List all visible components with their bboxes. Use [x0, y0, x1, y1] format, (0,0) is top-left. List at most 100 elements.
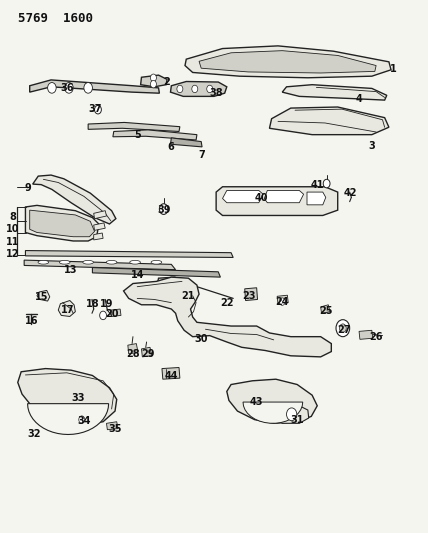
Polygon shape: [199, 51, 376, 73]
Polygon shape: [78, 415, 92, 423]
Polygon shape: [30, 80, 159, 93]
Text: 23: 23: [243, 290, 256, 301]
Text: 13: 13: [64, 265, 78, 274]
Circle shape: [207, 85, 213, 93]
Text: 7: 7: [199, 150, 205, 160]
Polygon shape: [282, 85, 387, 100]
Polygon shape: [27, 403, 109, 434]
Circle shape: [79, 416, 85, 423]
Polygon shape: [243, 402, 303, 423]
Circle shape: [336, 320, 350, 337]
Text: 9: 9: [24, 183, 31, 193]
Text: 29: 29: [141, 349, 155, 359]
Polygon shape: [94, 211, 107, 219]
Text: 1: 1: [390, 64, 397, 74]
Polygon shape: [94, 223, 105, 230]
Text: 36: 36: [60, 83, 74, 93]
Circle shape: [323, 179, 330, 188]
Polygon shape: [18, 368, 117, 425]
Polygon shape: [142, 348, 152, 357]
Polygon shape: [25, 205, 99, 241]
Text: 34: 34: [77, 416, 91, 426]
Polygon shape: [94, 233, 103, 240]
Polygon shape: [275, 403, 309, 423]
Text: 33: 33: [71, 393, 85, 403]
Circle shape: [159, 204, 168, 214]
Text: 27: 27: [337, 325, 351, 335]
Polygon shape: [124, 277, 331, 357]
Circle shape: [339, 324, 346, 333]
Text: 43: 43: [250, 397, 263, 407]
Text: 26: 26: [369, 332, 383, 342]
Text: 40: 40: [254, 193, 268, 204]
Text: 18: 18: [86, 298, 99, 309]
Polygon shape: [24, 260, 175, 270]
Polygon shape: [162, 368, 180, 379]
Text: 2: 2: [163, 77, 169, 87]
Polygon shape: [30, 210, 95, 237]
Polygon shape: [141, 75, 167, 87]
Text: 16: 16: [25, 316, 38, 326]
Polygon shape: [92, 268, 220, 277]
Text: 37: 37: [89, 104, 102, 114]
Polygon shape: [307, 192, 326, 205]
Text: 22: 22: [220, 297, 234, 308]
Text: 35: 35: [108, 424, 122, 434]
Text: 5769  1600: 5769 1600: [18, 12, 93, 26]
Polygon shape: [162, 281, 186, 303]
Polygon shape: [245, 288, 258, 301]
Polygon shape: [227, 379, 317, 423]
Ellipse shape: [106, 261, 117, 264]
Text: 30: 30: [194, 334, 208, 344]
Polygon shape: [216, 187, 338, 215]
Circle shape: [84, 83, 92, 93]
Text: 31: 31: [291, 415, 304, 425]
Polygon shape: [170, 82, 227, 96]
Text: 44: 44: [165, 371, 178, 381]
Text: 32: 32: [27, 429, 41, 439]
Polygon shape: [170, 138, 202, 147]
Polygon shape: [33, 175, 116, 224]
Polygon shape: [88, 123, 180, 132]
Polygon shape: [223, 190, 263, 203]
Text: 3: 3: [369, 141, 375, 151]
Text: 8: 8: [9, 212, 16, 222]
Text: 19: 19: [100, 298, 113, 309]
Polygon shape: [277, 295, 288, 304]
Text: 17: 17: [61, 305, 75, 315]
Ellipse shape: [151, 261, 162, 264]
Circle shape: [65, 83, 73, 93]
Polygon shape: [111, 309, 121, 317]
Circle shape: [286, 408, 297, 421]
Polygon shape: [58, 301, 75, 317]
Circle shape: [48, 83, 56, 93]
Ellipse shape: [38, 261, 49, 264]
Circle shape: [177, 85, 183, 93]
Ellipse shape: [130, 261, 140, 264]
Circle shape: [100, 311, 107, 320]
Text: 28: 28: [126, 349, 140, 359]
Circle shape: [95, 106, 101, 114]
Polygon shape: [185, 46, 391, 78]
Text: 4: 4: [356, 93, 363, 103]
Polygon shape: [359, 330, 373, 340]
Ellipse shape: [59, 261, 70, 264]
Circle shape: [150, 80, 156, 88]
Text: 20: 20: [106, 309, 119, 319]
Circle shape: [192, 85, 198, 93]
Polygon shape: [107, 422, 118, 430]
Circle shape: [150, 74, 156, 82]
Text: 10: 10: [6, 224, 19, 234]
Text: 41: 41: [310, 180, 324, 190]
Text: 12: 12: [6, 249, 19, 259]
Ellipse shape: [83, 261, 93, 264]
Text: 39: 39: [157, 205, 170, 215]
Polygon shape: [25, 251, 233, 257]
Text: 6: 6: [167, 142, 174, 152]
Text: 38: 38: [209, 88, 223, 98]
Text: 42: 42: [344, 188, 357, 198]
Text: 14: 14: [131, 270, 144, 280]
Text: 11: 11: [6, 237, 19, 247]
Polygon shape: [270, 107, 389, 135]
Text: 24: 24: [276, 296, 289, 306]
